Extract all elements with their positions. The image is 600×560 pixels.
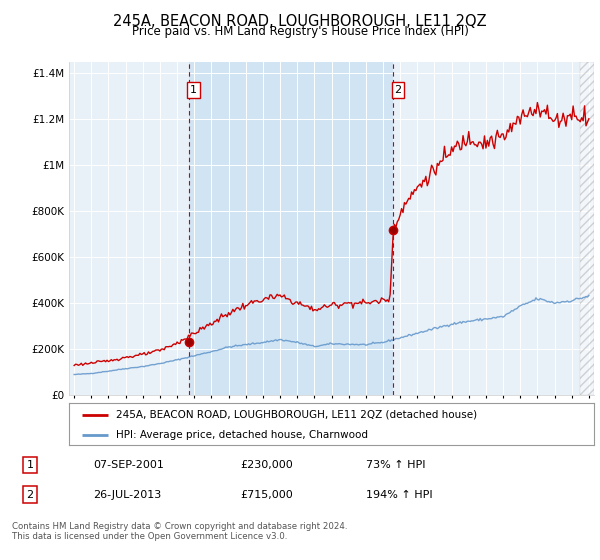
Text: 245A, BEACON ROAD, LOUGHBOROUGH, LE11 2QZ: 245A, BEACON ROAD, LOUGHBOROUGH, LE11 2Q…: [113, 14, 487, 29]
Text: 1: 1: [190, 85, 197, 95]
Text: HPI: Average price, detached house, Charnwood: HPI: Average price, detached house, Char…: [116, 430, 368, 440]
Text: Price paid vs. HM Land Registry's House Price Index (HPI): Price paid vs. HM Land Registry's House …: [131, 25, 469, 38]
Text: 07-SEP-2001: 07-SEP-2001: [93, 460, 164, 470]
Text: 245A, BEACON ROAD, LOUGHBOROUGH, LE11 2QZ (detached house): 245A, BEACON ROAD, LOUGHBOROUGH, LE11 2Q…: [116, 410, 478, 420]
Text: £715,000: £715,000: [240, 489, 293, 500]
Text: 2: 2: [26, 489, 34, 500]
Text: Contains HM Land Registry data © Crown copyright and database right 2024.
This d: Contains HM Land Registry data © Crown c…: [12, 522, 347, 542]
Text: 1: 1: [26, 460, 34, 470]
Text: 194% ↑ HPI: 194% ↑ HPI: [366, 489, 433, 500]
Bar: [188, 62, 393, 395]
Text: 26-JUL-2013: 26-JUL-2013: [93, 489, 161, 500]
Text: 73% ↑ HPI: 73% ↑ HPI: [366, 460, 425, 470]
Text: 2: 2: [395, 85, 401, 95]
Text: £230,000: £230,000: [240, 460, 293, 470]
